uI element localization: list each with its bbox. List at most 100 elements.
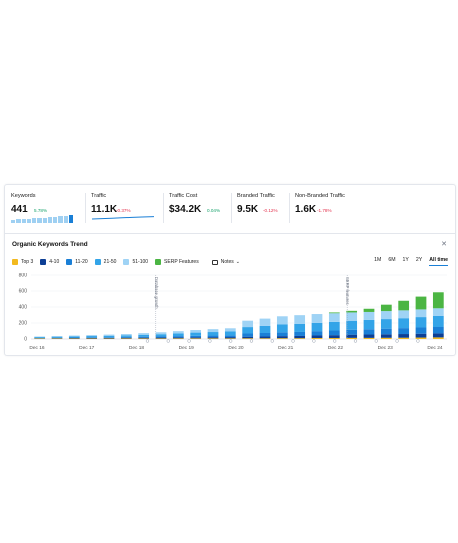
bar-segment[interactable] [380, 319, 392, 329]
bar-segment[interactable] [380, 304, 392, 312]
bar-segment[interactable] [380, 328, 392, 335]
bar-segment[interactable] [294, 335, 306, 339]
bar-segment[interactable] [432, 337, 444, 339]
bar-segment[interactable] [155, 332, 167, 335]
bar-segment[interactable] [242, 336, 254, 339]
note-marker-icon[interactable] [229, 339, 233, 343]
bar-segment[interactable] [224, 337, 236, 339]
bar-segment[interactable] [311, 335, 323, 339]
bar-segment[interactable] [276, 316, 288, 325]
bar-segment[interactable] [86, 337, 98, 339]
bar-segment[interactable] [190, 332, 202, 336]
checkbox-serp-features[interactable] [155, 259, 162, 265]
bar-segment[interactable] [172, 336, 184, 338]
metric-traffic-cost[interactable]: Traffic Cost $34.2K 0.04% [169, 193, 229, 229]
bar-segment[interactable] [328, 335, 340, 339]
bar-segment[interactable] [363, 311, 375, 320]
bar-segment[interactable] [242, 320, 254, 328]
bar-segment[interactable] [224, 331, 236, 336]
bar-segment[interactable] [190, 338, 202, 339]
bar-segment[interactable] [328, 338, 340, 339]
note-marker-icon[interactable] [353, 339, 358, 343]
bar-segment[interactable] [346, 310, 358, 313]
range-all-time[interactable]: All time [429, 257, 448, 266]
legend-11-20[interactable]: 11-20 [66, 259, 88, 265]
legend-51-100[interactable]: 51-100 [123, 259, 148, 265]
bar-segment[interactable] [363, 319, 375, 330]
checkbox-4-10[interactable] [40, 259, 47, 265]
note-marker-icon[interactable] [395, 339, 399, 343]
bar-segment[interactable] [155, 336, 167, 338]
bar-segment[interactable] [432, 333, 444, 338]
bar-segment[interactable] [328, 321, 340, 331]
bar-segment[interactable] [224, 328, 236, 332]
bar-segment[interactable] [311, 331, 323, 336]
bar-segment[interactable] [398, 334, 410, 338]
note-marker-icon[interactable] [166, 339, 170, 343]
bar-segment[interactable] [68, 337, 80, 339]
checkbox-11-20[interactable] [66, 259, 73, 265]
range-6m[interactable]: 6M [388, 257, 396, 263]
bar-segment[interactable] [103, 337, 115, 338]
note-marker-icon[interactable] [333, 339, 337, 343]
range-2y[interactable]: 2Y [415, 257, 423, 263]
bar-segment[interactable] [259, 336, 271, 339]
bar-segment[interactable] [86, 336, 98, 338]
bar-segment[interactable] [242, 333, 254, 337]
bar-segment[interactable] [207, 338, 219, 339]
bar-segment[interactable] [398, 328, 410, 335]
bar-segment[interactable] [120, 338, 132, 339]
bar-segment[interactable] [259, 325, 271, 333]
bar-segment[interactable] [172, 337, 184, 339]
bar-segment[interactable] [138, 337, 150, 339]
note-marker-icon[interactable] [374, 339, 378, 343]
bar-segment[interactable] [294, 315, 306, 324]
bar-segment[interactable] [138, 333, 150, 335]
bar-segment[interactable] [155, 338, 167, 339]
note-marker-icon[interactable] [208, 339, 212, 343]
bar-segment[interactable] [415, 309, 427, 318]
bar-segment[interactable] [120, 336, 132, 338]
bar-segment[interactable] [328, 313, 340, 322]
bar-segment[interactable] [155, 334, 167, 337]
note-marker-icon[interactable] [416, 339, 420, 343]
legend-21-50[interactable]: 21-50 [94, 259, 116, 265]
bar-segment[interactable] [415, 317, 427, 328]
bar-segment[interactable] [346, 337, 358, 339]
checkbox-51-100[interactable] [123, 259, 130, 265]
bar-segment[interactable] [103, 334, 115, 336]
bar-segment[interactable] [276, 338, 288, 339]
bar-segment[interactable] [346, 320, 358, 330]
note-marker-icon[interactable] [187, 339, 191, 343]
bar-segment[interactable] [224, 338, 236, 339]
bar-segment[interactable] [398, 300, 410, 311]
bar-segment[interactable] [155, 337, 167, 339]
bar-segment[interactable] [190, 330, 202, 333]
bar-segment[interactable] [432, 308, 444, 316]
bar-segment[interactable] [294, 323, 306, 332]
bar-segment[interactable] [190, 337, 202, 339]
note-marker-icon[interactable] [270, 339, 274, 343]
note-marker-icon[interactable] [291, 339, 295, 343]
bar-segment[interactable] [294, 331, 306, 336]
metric-branded-traffic[interactable]: Branded Traffic 9.5K -0.12% [237, 193, 291, 229]
bar-segment[interactable] [311, 322, 323, 332]
bar-segment[interactable] [346, 329, 358, 335]
bar-segment[interactable] [432, 292, 444, 309]
bar-segment[interactable] [51, 336, 63, 338]
bar-segment[interactable] [259, 333, 271, 337]
bar-segment[interactable] [207, 337, 219, 339]
bar-segment[interactable] [363, 329, 375, 335]
bar-segment[interactable] [207, 332, 219, 336]
bar-segment[interactable] [103, 335, 115, 338]
bar-segment[interactable] [276, 324, 288, 333]
bar-segment[interactable] [103, 337, 115, 339]
bar-segment[interactable] [432, 315, 444, 327]
bar-segment[interactable] [120, 335, 132, 337]
bar-segment[interactable] [120, 334, 132, 336]
bar-segment[interactable] [120, 337, 132, 339]
bar-segment[interactable] [363, 337, 375, 339]
bar-segment[interactable] [398, 337, 410, 339]
metric-traffic[interactable]: Traffic 11.1K -0.37% [91, 193, 161, 229]
bar-segment[interactable] [328, 312, 340, 314]
